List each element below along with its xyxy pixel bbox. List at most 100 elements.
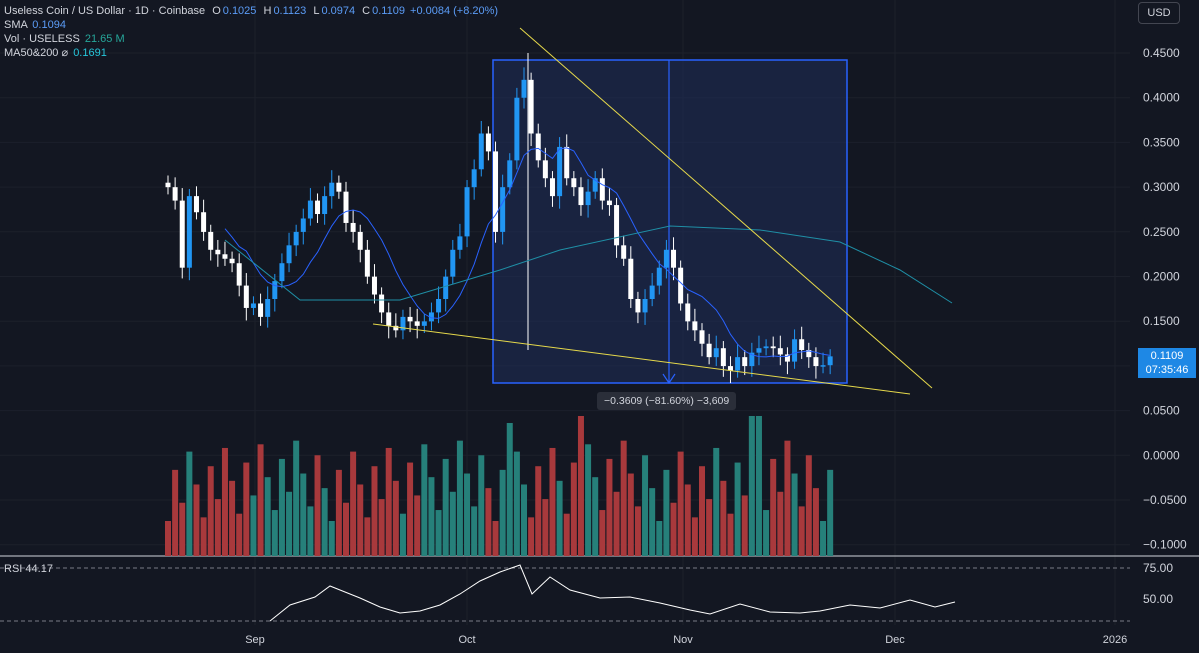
- candle-body: [813, 357, 819, 367]
- candle-body: [699, 330, 705, 344]
- volume-bar: [435, 510, 442, 556]
- bar-countdown: 07:35:46: [1145, 364, 1189, 376]
- candle-body: [343, 191, 349, 223]
- volume-bar: [649, 488, 656, 556]
- candle-body: [350, 222, 356, 232]
- volume-bar: [414, 495, 421, 556]
- candle-body: [485, 133, 491, 152]
- volume-bar: [599, 510, 606, 556]
- wedge-upper-trendline: [519, 27, 933, 389]
- volume-bar: [663, 469, 670, 556]
- candle-body: [827, 356, 833, 366]
- volume-bar: [684, 484, 691, 556]
- volume-bar: [300, 473, 307, 556]
- volume-bar: [642, 455, 649, 556]
- sma-row[interactable]: SMA 0.1094: [4, 18, 498, 32]
- volume-bar: [634, 506, 641, 556]
- ma-row[interactable]: MA50&200 ⌀ 0.1691: [4, 46, 498, 60]
- candle-body: [443, 276, 449, 299]
- volume-bar: [321, 488, 328, 556]
- candle-body: [436, 299, 442, 313]
- volume-bar: [706, 499, 713, 556]
- volume-bar: [343, 502, 349, 556]
- candle-body: [528, 79, 534, 134]
- candle-body: [172, 187, 178, 201]
- volume-bar: [556, 480, 563, 556]
- candle-body: [236, 263, 242, 286]
- candle-body: [571, 178, 577, 188]
- volume-bar: [748, 416, 755, 556]
- volume-bar: [812, 488, 819, 556]
- candle-body: [215, 249, 221, 255]
- volume-bar: [777, 491, 784, 556]
- last-price-tag: 0.1109 07:35:46: [1138, 348, 1196, 378]
- symbol-title: Useless Coin / US Dollar · 1D · Coinbase: [4, 5, 206, 17]
- volume-bar: [677, 451, 684, 556]
- volume-bar: [720, 480, 727, 556]
- candle-body: [763, 346, 769, 349]
- volume-bar: [592, 477, 599, 556]
- volume-bar: [407, 462, 414, 556]
- volume-bar: [335, 469, 342, 556]
- candle-body: [179, 200, 185, 268]
- volume-bar: [535, 466, 542, 556]
- candle-body: [243, 285, 249, 308]
- candle-body: [307, 200, 313, 219]
- candle-body: [713, 348, 719, 358]
- volume-bar: [278, 458, 285, 556]
- volume-bar: [613, 491, 620, 556]
- volume-bar: [371, 466, 378, 556]
- volume-bar: [364, 517, 371, 556]
- volume-bar: [165, 521, 171, 556]
- candle-body: [592, 178, 598, 192]
- volume-bar: [257, 444, 264, 556]
- candle-body: [756, 348, 762, 353]
- candle-body: [820, 365, 826, 367]
- candle-body: [742, 357, 748, 367]
- candle-body: [685, 303, 691, 322]
- candle-body: [799, 339, 805, 350]
- change-value: +0.0084 (+8.20%): [410, 5, 499, 17]
- candle-body: [414, 321, 420, 326]
- open-key: O: [212, 5, 221, 17]
- volume-bar: [549, 447, 556, 556]
- low-value: 0.0974: [321, 5, 356, 17]
- volume-bar: [271, 510, 278, 556]
- last-price: 0.1109: [1150, 350, 1184, 362]
- candle-body: [450, 249, 456, 277]
- volume-bar: [286, 491, 293, 556]
- eye-off-icon[interactable]: ⌀: [61, 47, 69, 59]
- price-axis-label: 0.2000: [1143, 270, 1180, 284]
- volume-bar: [585, 444, 592, 556]
- volume-bar: [207, 466, 214, 556]
- volume-bar: [200, 517, 207, 556]
- currency-button[interactable]: USD: [1138, 2, 1180, 24]
- volume-value: 21.65 M: [84, 33, 125, 45]
- price-axis-label: 0.1500: [1143, 314, 1180, 328]
- wedge-lower-trendline: [372, 323, 911, 395]
- candle-body: [500, 187, 506, 232]
- volume-bar: [464, 473, 471, 556]
- candle-body: [329, 182, 335, 197]
- candle-body: [208, 231, 214, 250]
- candle-body: [784, 354, 790, 362]
- volume-bar: [193, 484, 200, 556]
- price-axis-label: 0.2500: [1143, 225, 1180, 239]
- candle-body: [599, 178, 605, 201]
- volume-bar: [784, 440, 791, 556]
- candle-body: [614, 205, 620, 246]
- candle-body: [201, 212, 207, 232]
- candle-body: [293, 231, 299, 246]
- low-key: L: [313, 5, 320, 17]
- candle-body: [250, 303, 256, 308]
- candle-body: [792, 339, 798, 362]
- candle-body: [535, 133, 541, 161]
- candle-body: [521, 79, 527, 98]
- candle-body: [186, 196, 192, 268]
- candle-body: [642, 299, 648, 313]
- volume-bar: [620, 440, 627, 556]
- volume-row[interactable]: Vol · USELESS 21.65 M: [4, 32, 498, 46]
- volume-bar: [763, 510, 770, 556]
- candle-body: [421, 321, 427, 326]
